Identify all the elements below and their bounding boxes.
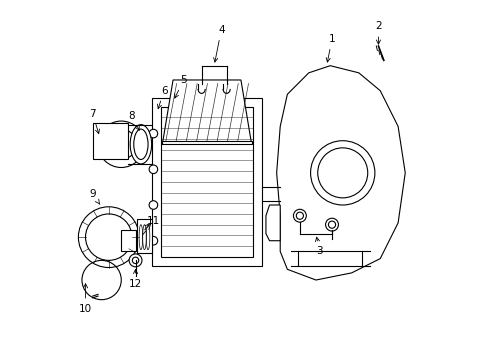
Circle shape [129, 254, 142, 267]
Ellipse shape [130, 125, 151, 164]
Text: 8: 8 [128, 111, 139, 130]
Polygon shape [276, 66, 405, 280]
Circle shape [293, 209, 305, 222]
Circle shape [317, 148, 367, 198]
Circle shape [149, 165, 157, 174]
Circle shape [149, 237, 157, 245]
Circle shape [149, 129, 157, 138]
Bar [137, 219, 151, 253]
Circle shape [106, 129, 136, 159]
Bar [160, 107, 253, 257]
Circle shape [328, 221, 335, 228]
Text: 6: 6 [157, 86, 167, 109]
Text: 4: 4 [213, 25, 224, 62]
Circle shape [132, 257, 139, 264]
Polygon shape [162, 80, 251, 144]
Ellipse shape [134, 129, 148, 159]
Text: 10: 10 [79, 284, 92, 314]
Text: 7: 7 [89, 109, 99, 134]
Text: 5: 5 [174, 75, 187, 98]
Text: 2: 2 [374, 21, 381, 44]
Text: 12: 12 [129, 269, 142, 289]
Circle shape [98, 121, 144, 167]
Circle shape [310, 141, 374, 205]
Bar [162, 141, 251, 144]
Text: 3: 3 [315, 237, 322, 256]
Circle shape [85, 214, 132, 260]
Text: 11: 11 [142, 216, 160, 235]
Circle shape [296, 212, 303, 219]
Circle shape [149, 201, 157, 209]
Circle shape [325, 218, 338, 231]
Circle shape [78, 207, 139, 267]
Bar [121, 230, 135, 251]
Text: 1: 1 [325, 34, 335, 62]
Text: 9: 9 [89, 189, 100, 204]
Bar [151, 98, 262, 266]
Bar [93, 123, 128, 158]
Polygon shape [265, 205, 280, 241]
